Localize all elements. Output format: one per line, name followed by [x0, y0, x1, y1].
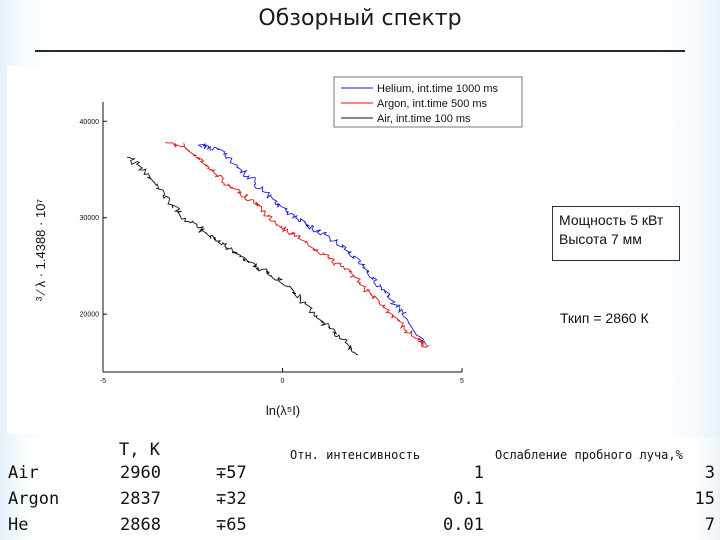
row-gas: He: [8, 515, 29, 535]
x-tick-label: -5: [100, 378, 106, 385]
series-layer: [127, 141, 430, 356]
row-gas: Air: [8, 463, 39, 483]
header-attenuation: Ослабление пробного луча,%: [495, 448, 683, 462]
row-error: ∓57: [216, 463, 247, 483]
series-argon: [165, 141, 430, 348]
row-relative-intensity: 0.01: [443, 515, 484, 535]
ticks-layer: 20000 30000 40000 -5 0 5: [80, 119, 465, 385]
row-error: ∓65: [216, 515, 247, 535]
results-table: T, K Отн. интенсивность Ослабление пробн…: [3, 438, 719, 540]
chart-svg: 20000 30000 40000 -5 0 5 Helium, int.time 100…: [33, 76, 523, 418]
header-temperature: T, K: [119, 440, 160, 460]
header-relative-intensity: Отн. интенсивность: [290, 448, 421, 462]
power-label: Мощность 5 кВт: [559, 212, 664, 228]
row-relative-intensity: 1: [473, 463, 484, 483]
boiling-temperature-label: Ткип = 2860 К: [560, 310, 649, 326]
row-temperature: 2837: [120, 489, 161, 509]
x-axis-title: ln(λ⁵I): [266, 403, 300, 418]
row-relative-intensity: 0.1: [453, 489, 484, 509]
y-tick-label: 40000: [80, 119, 100, 126]
chart-axes: [102, 102, 462, 373]
legend-label-argon: Argon, int.time 500 ms: [377, 98, 488, 110]
x-tick-label: 0: [281, 378, 285, 385]
y-axis-title: ³ ⁄ λ · 1.4388 · 10⁷: [33, 199, 48, 302]
legend-label-helium: Helium, int.time 1000 ms: [377, 83, 499, 95]
title-divider: [35, 50, 685, 52]
height-label: Высота 7 мм: [559, 231, 642, 247]
y-tick-label: 20000: [80, 312, 100, 319]
row-error: ∓32: [216, 489, 247, 509]
legend-label-air: Air, int.time 100 ms: [377, 113, 471, 125]
series-air: [127, 156, 358, 356]
legend-box: [333, 76, 523, 128]
row-temperature: 2868: [120, 515, 161, 535]
slide-title: Обзорный спектр: [258, 6, 462, 31]
series-helium: [197, 143, 427, 346]
row-gas: Argon: [8, 489, 60, 509]
row-temperature: 2960: [120, 463, 161, 483]
spectrum-chart: 20000 30000 40000 -5 0 5 Helium, int.time 100…: [7, 66, 537, 434]
row-attenuation: 7: [704, 515, 715, 535]
y-tick-label: 30000: [80, 215, 100, 222]
row-attenuation: 3: [704, 463, 715, 483]
x-tick-label: 5: [460, 378, 464, 385]
row-attenuation: 15: [694, 489, 715, 509]
chart-legend: Helium, int.time 1000 ms Argon, int.time…: [333, 76, 523, 128]
conditions-box: Мощность 5 кВт Высота 7 мм: [552, 206, 680, 261]
